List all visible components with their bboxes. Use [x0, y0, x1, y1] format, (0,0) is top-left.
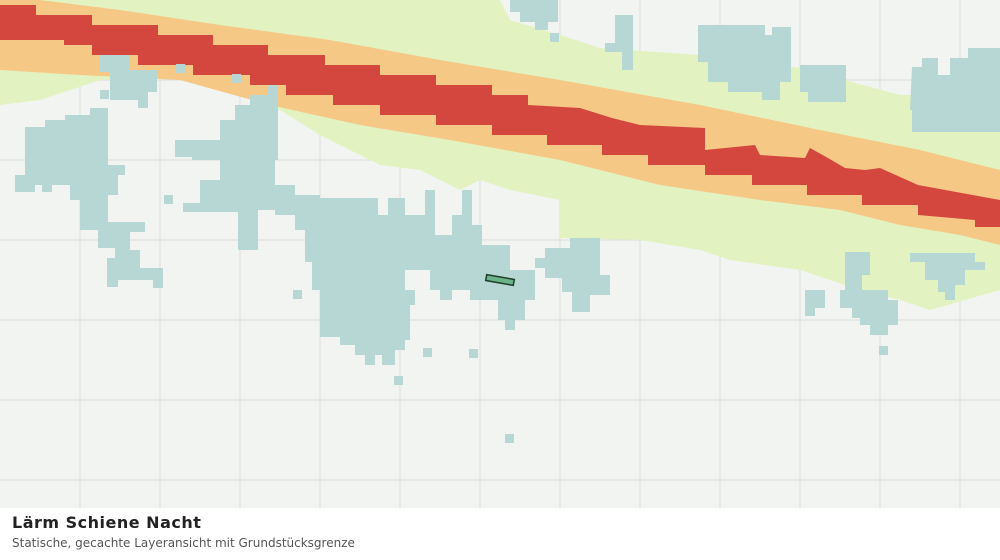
noise-zone-high	[0, 5, 1000, 227]
parcel-boundary	[484, 273, 516, 287]
map-subtitle: Statische, gecachte Layeransicht mit Gru…	[12, 536, 355, 550]
map-title: Lärm Schiene Nacht	[12, 513, 202, 532]
map	[0, 0, 1000, 508]
buildings	[15, 0, 1000, 443]
